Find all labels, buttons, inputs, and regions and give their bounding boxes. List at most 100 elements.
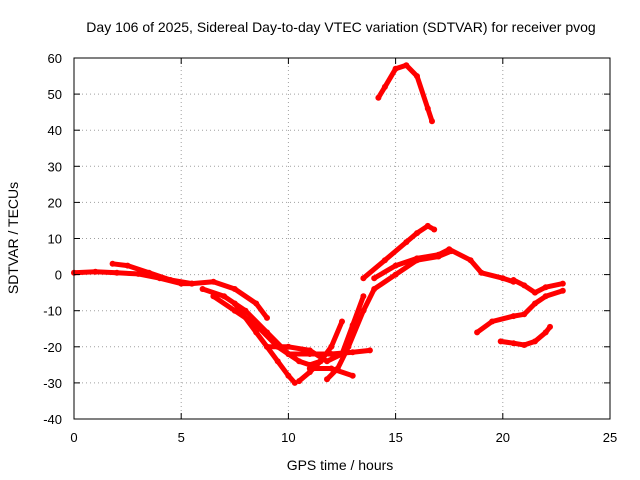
y-tick-label: 60 <box>48 51 62 66</box>
data-point <box>328 365 335 372</box>
data-point <box>360 307 367 314</box>
data-point <box>559 280 566 287</box>
data-point <box>146 269 152 276</box>
y-tick-label: 50 <box>48 87 62 102</box>
data-point <box>339 318 345 325</box>
data-point <box>360 275 367 282</box>
tick-labels: 0 5 10 15 20 25 -40 -30 -20 -10 0 10 20 30 40 50 60 <box>43 51 617 445</box>
data-point <box>414 255 420 262</box>
data-point <box>317 358 324 365</box>
data-point <box>497 338 504 345</box>
data-point <box>345 343 352 350</box>
x-axis-label: GPS time / hours <box>287 457 394 473</box>
data-point <box>199 286 206 292</box>
y-tick-label: 40 <box>48 123 62 138</box>
data-point <box>392 65 399 72</box>
y-tick-label: 30 <box>48 159 62 174</box>
y-tick-label: -20 <box>43 340 62 355</box>
data-point <box>532 338 538 345</box>
data-point <box>510 277 517 283</box>
data-point <box>403 239 410 246</box>
data-point <box>414 73 420 80</box>
data-point <box>532 300 538 307</box>
data-point <box>231 300 238 307</box>
data-point <box>542 293 549 300</box>
data-point <box>521 342 528 348</box>
data-point <box>113 269 120 276</box>
tick-marks <box>73 57 611 420</box>
data-point <box>328 343 335 350</box>
data-point <box>167 277 174 283</box>
data-point <box>210 293 217 300</box>
data-point <box>424 222 431 229</box>
data-point <box>109 260 116 267</box>
data-point <box>474 329 481 336</box>
data-point <box>366 347 373 354</box>
data-point <box>306 365 313 372</box>
data-point <box>274 358 281 365</box>
data-point <box>324 376 330 383</box>
y-tick-label: 10 <box>48 232 62 247</box>
data-point <box>306 347 313 354</box>
data-point <box>253 329 260 336</box>
y-tick-label: 0 <box>55 268 62 283</box>
data-point <box>92 268 99 275</box>
data-point <box>381 257 388 264</box>
data-point <box>371 286 378 292</box>
data-point <box>547 323 553 330</box>
data-point <box>285 372 292 379</box>
data-point <box>264 343 270 350</box>
data-point <box>499 275 506 282</box>
data-point <box>231 286 238 292</box>
data-point <box>188 280 195 287</box>
x-tick-label: 15 <box>388 430 402 445</box>
data-point <box>510 340 517 347</box>
data-point <box>360 293 367 300</box>
data-point <box>371 275 378 282</box>
series-sat-l <box>375 62 435 124</box>
data-point <box>253 300 260 307</box>
series-group <box>71 62 566 386</box>
data-point <box>285 343 292 350</box>
data-point <box>478 269 485 276</box>
data-point <box>403 62 410 69</box>
data-point <box>210 278 217 285</box>
y-tick-label: 20 <box>48 195 62 210</box>
data-point <box>542 284 549 291</box>
y-tick-label: -40 <box>43 412 62 427</box>
data-point <box>296 358 303 365</box>
y-axis-label: SDTVAR / TECUs <box>5 182 21 294</box>
data-point <box>124 262 131 269</box>
data-point <box>431 226 438 233</box>
chart-title: Day 106 of 2025, Sidereal Day-to-day VTE… <box>86 19 595 35</box>
data-point <box>392 271 399 278</box>
data-point <box>381 83 388 90</box>
data-point <box>521 311 528 318</box>
x-tick-label: 5 <box>178 430 185 445</box>
data-point <box>510 313 517 320</box>
data-point <box>532 289 538 296</box>
x-tick-label: 20 <box>496 430 510 445</box>
y-tick-label: -10 <box>43 304 62 319</box>
data-point <box>542 329 549 336</box>
data-point <box>435 251 442 258</box>
data-point <box>489 318 496 325</box>
data-point <box>424 105 431 112</box>
x-tick-label: 25 <box>603 430 617 445</box>
data-point <box>296 378 303 385</box>
data-point <box>414 230 420 237</box>
data-point <box>467 257 474 264</box>
y-tick-label: -30 <box>43 376 62 391</box>
data-point <box>349 349 356 356</box>
data-point <box>135 270 142 277</box>
data-point <box>559 287 566 294</box>
x-tick-label: 10 <box>281 430 295 445</box>
data-point <box>429 118 435 125</box>
data-point <box>521 282 528 289</box>
data-point <box>221 293 228 300</box>
data-point <box>349 372 356 379</box>
data-point <box>446 246 453 253</box>
data-point <box>375 94 382 101</box>
data-point <box>285 351 292 357</box>
